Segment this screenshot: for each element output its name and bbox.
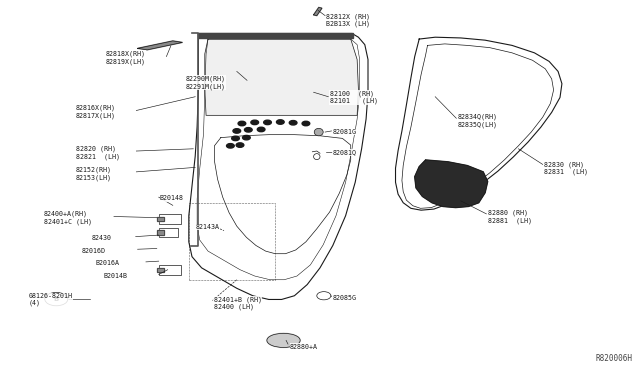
Bar: [159, 228, 178, 237]
Text: B20148: B20148: [160, 195, 184, 201]
Text: 82081G: 82081G: [333, 129, 357, 135]
Text: 82820 (RH)
82821  (LH): 82820 (RH) 82821 (LH): [76, 145, 120, 160]
Text: 82152(RH)
82153(LH): 82152(RH) 82153(LH): [76, 167, 111, 181]
Circle shape: [238, 121, 246, 126]
Text: 08126-8201H
(4): 08126-8201H (4): [29, 293, 73, 306]
Circle shape: [45, 292, 68, 306]
Bar: [159, 214, 181, 224]
Ellipse shape: [314, 128, 323, 136]
Bar: [157, 268, 164, 272]
Bar: [157, 231, 164, 235]
Circle shape: [276, 120, 284, 124]
Polygon shape: [198, 33, 353, 38]
Ellipse shape: [267, 333, 300, 347]
Text: 82812X (RH)
B2B13X (LH): 82812X (RH) B2B13X (LH): [326, 13, 371, 28]
Text: 82430: 82430: [92, 235, 111, 241]
Text: 82290M(RH)
82291M(LH): 82290M(RH) 82291M(LH): [186, 76, 226, 90]
Circle shape: [232, 136, 239, 141]
Circle shape: [233, 129, 241, 133]
Circle shape: [251, 120, 259, 125]
Circle shape: [257, 127, 265, 132]
Text: 82401+B (RH)
82400 (LH): 82401+B (RH) 82400 (LH): [214, 296, 262, 310]
Bar: [157, 217, 164, 221]
Text: 82081Q: 82081Q: [333, 150, 357, 155]
Circle shape: [244, 128, 252, 132]
Text: 82143A: 82143A: [196, 224, 220, 230]
Circle shape: [243, 135, 250, 140]
Text: 82818X(RH)
82819X(LH): 82818X(RH) 82819X(LH): [106, 51, 146, 65]
Text: 82400+A(RH)
82401+C (LH): 82400+A(RH) 82401+C (LH): [44, 211, 92, 225]
Bar: [157, 231, 164, 235]
Text: R820006H: R820006H: [595, 354, 632, 363]
Polygon shape: [415, 160, 488, 208]
Text: B2016A: B2016A: [96, 260, 120, 266]
Polygon shape: [205, 39, 358, 115]
Text: 82880 (RH)
82881  (LH): 82880 (RH) 82881 (LH): [488, 209, 532, 224]
Circle shape: [227, 144, 234, 148]
Bar: [157, 217, 164, 221]
Bar: [157, 268, 164, 272]
Polygon shape: [138, 41, 182, 50]
Text: 82880+A: 82880+A: [290, 344, 318, 350]
Text: 82816X(RH)
82817X(LH): 82816X(RH) 82817X(LH): [76, 105, 115, 119]
Polygon shape: [314, 7, 322, 16]
Text: B: B: [54, 296, 59, 302]
Text: 82100  (RH)
82101   (LH): 82100 (RH) 82101 (LH): [330, 90, 378, 105]
Circle shape: [302, 121, 310, 126]
Circle shape: [264, 120, 271, 125]
Text: 82085G: 82085G: [333, 295, 357, 301]
Text: 82834Q(RH)
82835Q(LH): 82834Q(RH) 82835Q(LH): [458, 114, 498, 128]
Text: 82830 (RH)
82831  (LH): 82830 (RH) 82831 (LH): [544, 161, 588, 175]
Circle shape: [236, 143, 244, 147]
Text: B2014B: B2014B: [103, 273, 127, 279]
Text: 82016D: 82016D: [82, 248, 106, 254]
Bar: [159, 265, 181, 275]
Circle shape: [289, 121, 297, 125]
